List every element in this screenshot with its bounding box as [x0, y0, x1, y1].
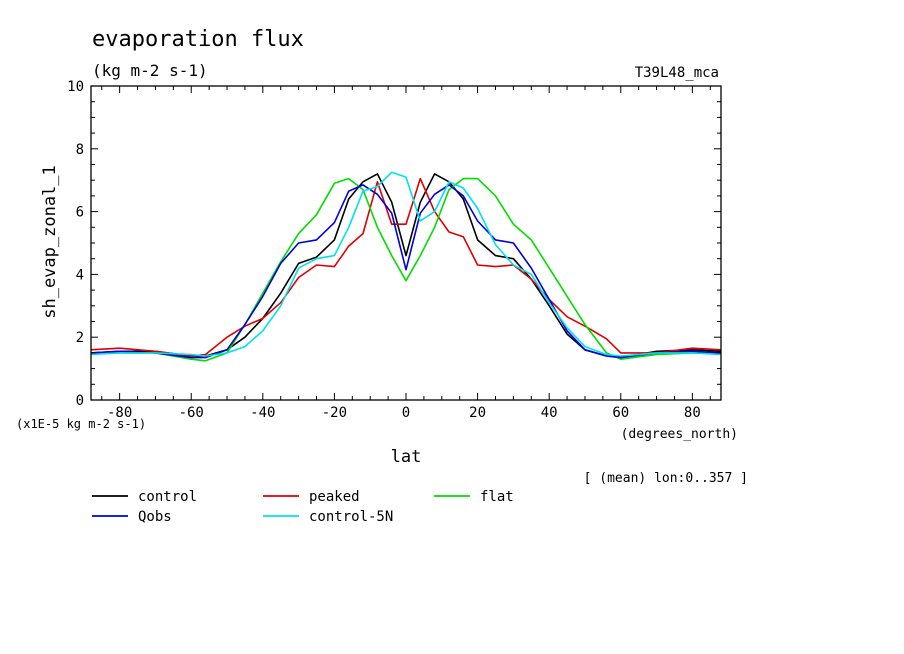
- series-lines: [90, 171, 722, 362]
- x-tick-label: 0: [402, 405, 410, 421]
- x-tick-label: 60: [612, 405, 629, 421]
- y-tick-label: 6: [76, 205, 84, 221]
- legend-label-Qobs: Qobs: [138, 509, 172, 525]
- legend: control peaked flat Qobs control-5N: [92, 489, 514, 525]
- y-tick-label: 4: [76, 267, 84, 283]
- y-axis-label: sh_evap_zonal_1: [40, 165, 60, 319]
- series-line-Qobs: [90, 184, 722, 359]
- x-axis-label: lat: [391, 447, 422, 467]
- y-tick-label: 8: [76, 142, 84, 158]
- y-tick-label: 0: [76, 393, 84, 409]
- x-tick-label: -60: [179, 405, 204, 421]
- mean-note: [ (mean) lon:0..357 ]: [584, 471, 748, 486]
- x-tick-label: -80: [107, 405, 132, 421]
- series-line-flat: [91, 177, 721, 362]
- x-tick-label: -20: [322, 405, 347, 421]
- run-label: T39L48_mca: [635, 65, 719, 81]
- legend-label-flat: flat: [480, 489, 514, 505]
- series-line-control: [90, 173, 722, 359]
- legend-label-control: control: [138, 489, 197, 505]
- x-tick-label: 80: [684, 405, 701, 421]
- legend-label-control-5N: control-5N: [309, 509, 393, 525]
- x-tick-label: 40: [541, 405, 558, 421]
- x-units-label: (degrees_north): [621, 427, 738, 442]
- chart-units: (kg m-2 s-1): [92, 61, 208, 80]
- y-tick-label: 2: [76, 330, 84, 346]
- chart-title: evaporation flux: [92, 27, 304, 52]
- y-tick-label: 10: [67, 79, 84, 95]
- series-line-peaked: [90, 177, 722, 357]
- y-scale-note: (x1E-5 kg m-2 s-1): [16, 417, 146, 431]
- axes: 0 2 4 6 8 10 -80 -60 -40 -20 0 20 40 60 80: [67, 79, 722, 421]
- series-line-control-5N: [90, 171, 722, 357]
- x-tick-label: -40: [250, 405, 275, 421]
- x-tick-label: 20: [469, 405, 486, 421]
- legend-label-peaked: peaked: [309, 489, 360, 505]
